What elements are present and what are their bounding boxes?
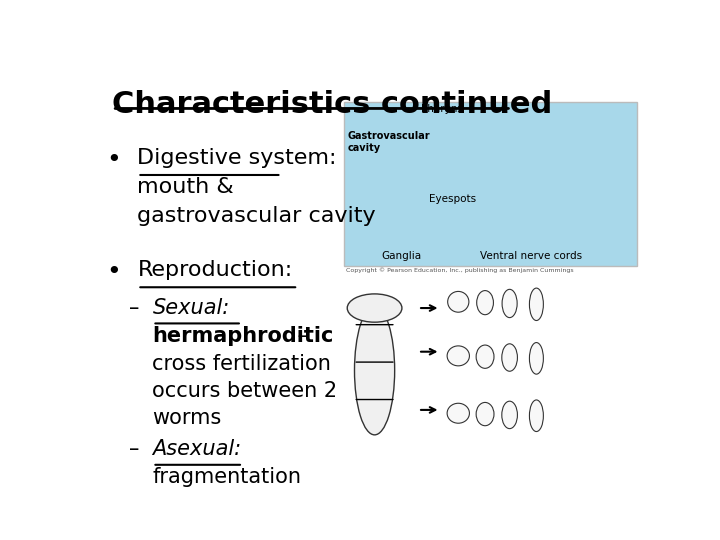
Ellipse shape (502, 289, 517, 318)
Text: Asexual:: Asexual: (153, 439, 242, 459)
Text: –: – (129, 298, 140, 318)
Ellipse shape (529, 288, 544, 321)
Text: Sexual:: Sexual: (153, 298, 230, 318)
Ellipse shape (502, 344, 518, 371)
Text: Digestive system:: Digestive system: (138, 148, 337, 168)
Text: Ganglia: Ganglia (382, 251, 421, 261)
Ellipse shape (477, 291, 493, 315)
Ellipse shape (502, 401, 518, 429)
FancyBboxPatch shape (344, 102, 637, 266)
Text: Ventral nerve cords: Ventral nerve cords (480, 251, 582, 261)
Text: –: – (129, 439, 140, 459)
Ellipse shape (447, 346, 469, 366)
Ellipse shape (529, 400, 544, 431)
Text: worms: worms (153, 408, 222, 428)
Text: occurs between 2: occurs between 2 (153, 381, 338, 401)
Text: fragmentation: fragmentation (153, 467, 302, 487)
Text: •: • (107, 260, 122, 284)
Ellipse shape (476, 345, 494, 368)
Ellipse shape (529, 342, 544, 374)
Text: Gastrovascular
cavity: Gastrovascular cavity (348, 131, 431, 153)
Text: Copyright © Pearson Education, Inc., publishing as Benjamin Cummings: Copyright © Pearson Education, Inc., pub… (346, 268, 573, 273)
Text: •: • (107, 148, 122, 172)
Text: Eyespots: Eyespots (429, 194, 477, 204)
Text: Reproduction:: Reproduction: (138, 260, 292, 280)
Text: gastrovascular cavity: gastrovascular cavity (138, 206, 376, 226)
Text: cross fertilization: cross fertilization (153, 354, 331, 374)
Ellipse shape (354, 306, 395, 435)
Text: –: – (291, 326, 308, 346)
Ellipse shape (447, 403, 469, 423)
Text: mouth &: mouth & (138, 177, 234, 197)
Text: Characteristics continued: Characteristics continued (112, 90, 552, 119)
Ellipse shape (476, 402, 494, 426)
Ellipse shape (448, 292, 469, 312)
Text: hermaphroditic: hermaphroditic (153, 326, 334, 346)
Ellipse shape (347, 294, 402, 322)
Text: Pharynx: Pharynx (421, 104, 464, 114)
